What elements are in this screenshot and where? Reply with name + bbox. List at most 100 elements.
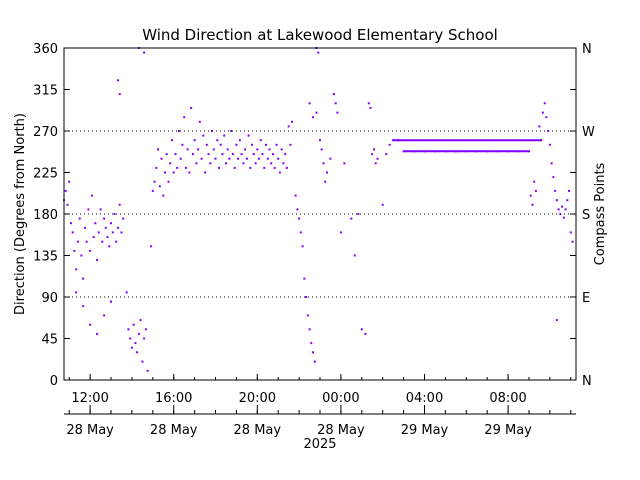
y-axis: 0 45 90 135 180 225 270 315 360 xyxy=(33,42,576,389)
data-point xyxy=(298,217,301,220)
data-point xyxy=(320,148,323,151)
data-point xyxy=(322,162,325,165)
data-point xyxy=(89,249,92,252)
data-point xyxy=(183,116,186,119)
data-point xyxy=(284,153,287,156)
data-point xyxy=(310,342,313,345)
data-point xyxy=(332,93,335,96)
data-point xyxy=(94,222,97,225)
data-point xyxy=(245,157,248,160)
data-point xyxy=(200,157,203,160)
data-point xyxy=(181,143,184,146)
data-point xyxy=(545,116,548,119)
data-point xyxy=(568,189,570,192)
data-point xyxy=(319,139,321,142)
data-point xyxy=(80,254,83,257)
data-point xyxy=(198,120,201,123)
year-label: 2025 xyxy=(303,437,336,452)
data-point xyxy=(106,236,109,239)
data-point xyxy=(249,166,252,169)
data-point xyxy=(104,226,107,229)
data-point xyxy=(538,125,541,128)
data-point xyxy=(268,148,271,151)
data-point xyxy=(296,208,299,211)
data-point xyxy=(254,162,257,165)
data-point xyxy=(71,231,74,234)
data-point xyxy=(146,369,149,372)
data-point xyxy=(190,106,193,109)
data-point xyxy=(144,328,147,331)
data-point xyxy=(277,157,280,160)
data-point xyxy=(122,217,125,220)
data-point xyxy=(118,93,121,96)
data-point xyxy=(308,328,311,331)
data-point xyxy=(127,328,130,331)
data-point xyxy=(381,203,384,206)
data-point xyxy=(82,305,85,308)
data-point xyxy=(216,139,219,142)
data-point xyxy=(233,166,236,169)
data-point xyxy=(259,139,262,142)
data-point xyxy=(169,162,172,165)
y-tick-label: 135 xyxy=(33,250,58,265)
data-point xyxy=(89,323,92,326)
data-point xyxy=(557,208,560,211)
y-tick-label: 90 xyxy=(41,291,58,306)
x-axis: 12:00 28 May 16:00 28 May 20:00 28 May 00:00 28… xyxy=(64,374,576,438)
data-point xyxy=(155,166,158,169)
data-point xyxy=(64,189,67,192)
data-point xyxy=(552,176,555,179)
data-point xyxy=(85,240,88,243)
data-point xyxy=(137,332,140,335)
data-point xyxy=(326,171,328,174)
data-point xyxy=(191,153,194,156)
data-point xyxy=(367,102,370,105)
data-point xyxy=(533,180,536,183)
data-point xyxy=(529,194,532,197)
data-point xyxy=(392,139,395,142)
data-point xyxy=(550,162,553,165)
data-point xyxy=(343,162,346,165)
data-point xyxy=(204,171,207,174)
data-point xyxy=(303,277,306,280)
data-point xyxy=(136,351,139,354)
data-point xyxy=(75,291,78,294)
data-point xyxy=(87,208,90,211)
compass-tick-label: N xyxy=(582,42,592,57)
data-point xyxy=(221,153,224,156)
data-points xyxy=(63,47,574,372)
data-point xyxy=(184,166,187,169)
compass-tick-label: W xyxy=(582,125,595,140)
data-point xyxy=(247,134,250,137)
data-point xyxy=(280,148,283,151)
data-point xyxy=(75,268,78,271)
data-point xyxy=(562,216,565,219)
x-tick-time-label: 20:00 xyxy=(239,391,276,406)
data-point xyxy=(125,291,128,294)
data-point xyxy=(305,296,308,298)
data-point xyxy=(103,217,106,220)
data-point xyxy=(301,245,304,248)
data-point xyxy=(261,153,264,156)
data-point xyxy=(374,162,377,165)
data-point xyxy=(120,231,123,234)
y-tick-label: 180 xyxy=(33,208,58,223)
x-tick-time-label: 16:00 xyxy=(155,391,192,406)
x-tick-time-label: 08:00 xyxy=(489,391,526,406)
data-point xyxy=(258,157,260,160)
data-point xyxy=(364,332,367,335)
data-point xyxy=(548,143,551,146)
data-point xyxy=(165,153,168,156)
data-point xyxy=(195,162,198,165)
data-point xyxy=(139,319,142,322)
data-point xyxy=(312,116,314,119)
data-point xyxy=(313,360,316,363)
data-point xyxy=(265,143,267,146)
x-tick-date-label: 28 May xyxy=(234,423,282,438)
data-point xyxy=(164,171,166,174)
data-point xyxy=(115,240,118,243)
data-point xyxy=(564,208,567,211)
data-point xyxy=(329,157,332,160)
data-point xyxy=(287,125,290,128)
y-tick-label: 360 xyxy=(33,42,58,57)
